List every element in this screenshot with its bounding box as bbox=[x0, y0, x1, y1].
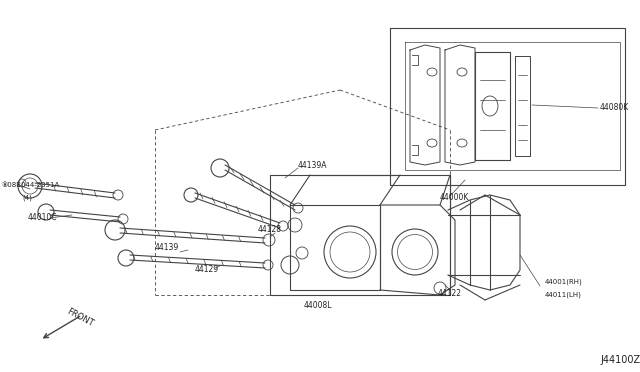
Text: 44000K: 44000K bbox=[440, 193, 469, 202]
Text: 44129: 44129 bbox=[195, 266, 219, 275]
Text: 44080K: 44080K bbox=[600, 103, 629, 112]
Text: (4): (4) bbox=[22, 195, 32, 201]
Text: 44008L: 44008L bbox=[304, 301, 332, 310]
Text: 44122: 44122 bbox=[438, 289, 462, 298]
Text: ⑧08B044-2351A: ⑧08B044-2351A bbox=[2, 182, 60, 188]
Text: 44139A: 44139A bbox=[298, 160, 328, 170]
Text: 44010C: 44010C bbox=[28, 214, 58, 222]
Text: J44100ZV: J44100ZV bbox=[600, 355, 640, 365]
Text: 44001(RH): 44001(RH) bbox=[545, 279, 583, 285]
Text: 44128: 44128 bbox=[258, 225, 282, 234]
Text: 44011(LH): 44011(LH) bbox=[545, 292, 582, 298]
Text: 44139: 44139 bbox=[155, 244, 179, 253]
Text: FRONT: FRONT bbox=[65, 307, 95, 329]
